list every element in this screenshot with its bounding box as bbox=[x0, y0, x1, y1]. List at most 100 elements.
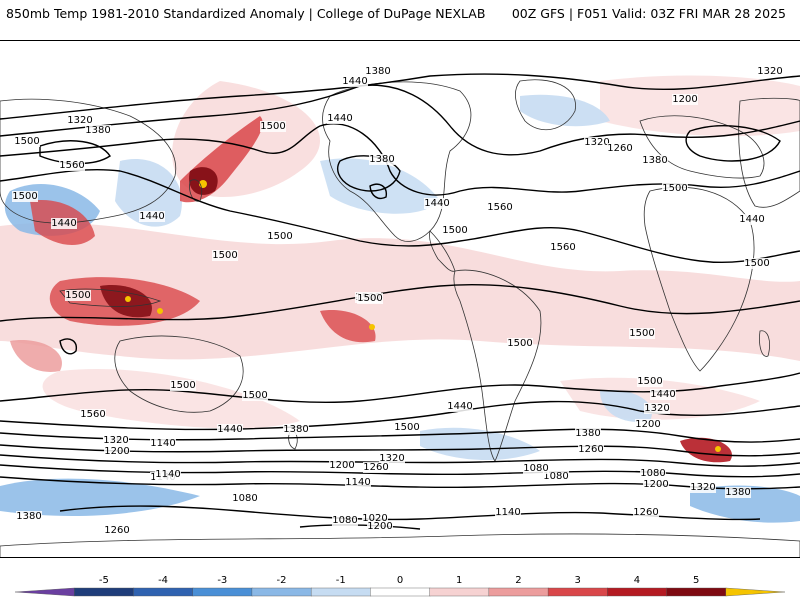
colorbar-tick-label: -4 bbox=[158, 575, 168, 586]
colorbar-segment bbox=[547, 587, 609, 597]
contour-label-bg bbox=[424, 198, 450, 209]
anomaly-area-tropics bbox=[0, 222, 800, 361]
contour-label: 1260 bbox=[578, 444, 603, 455]
contour-label: 1080 bbox=[543, 471, 568, 482]
cold-anomaly-south-africa bbox=[600, 390, 652, 422]
contour-label-bg bbox=[332, 515, 358, 526]
north-america-outline bbox=[322, 81, 472, 242]
contour-label-bg bbox=[644, 403, 670, 414]
contour-label-bg bbox=[744, 258, 770, 269]
cold-anomaly-west-atlantic bbox=[320, 158, 440, 214]
contour-1500-tropics bbox=[0, 284, 800, 322]
contour-label-bg bbox=[357, 293, 383, 304]
contour-label: 1440 bbox=[424, 198, 449, 209]
contour-label: 1260 bbox=[104, 525, 129, 536]
contour-label: 1500 bbox=[662, 183, 687, 194]
cold-anomaly-mediterranean bbox=[520, 94, 610, 127]
contour-label: 1320 bbox=[584, 137, 609, 148]
warm-anomaly-west-pacific bbox=[10, 340, 62, 372]
colorbar-tick-label: 3 bbox=[575, 575, 581, 586]
contour-label: 1500 bbox=[357, 293, 382, 304]
contour-label: 1500 bbox=[442, 225, 467, 236]
contour-label-bg bbox=[170, 380, 196, 391]
contour-label: 1500 bbox=[637, 376, 662, 387]
contour-label: 1200 bbox=[672, 94, 697, 105]
map-panel: 1380 1320 1440 1320 1380 1500 1440 1200 1500 1560… bbox=[0, 40, 800, 558]
contour-label-bg bbox=[150, 438, 176, 449]
colorbar-segment bbox=[666, 587, 727, 597]
contour-label-bg bbox=[640, 468, 666, 479]
contour-label: 1440 bbox=[139, 211, 164, 222]
colorbar-segment bbox=[192, 587, 253, 597]
colorbar-tick-label: -3 bbox=[217, 575, 227, 586]
contour-label-bg bbox=[212, 250, 238, 261]
contour-label-bg bbox=[139, 211, 165, 222]
colorbar-segment bbox=[74, 587, 135, 597]
contour-label: 1320 bbox=[690, 482, 715, 493]
contour-label: 1440 bbox=[447, 401, 472, 412]
anomaly-map: 1380 1320 1440 1320 1380 1500 1440 1200 1500 1560… bbox=[0, 66, 800, 557]
greenland-outline bbox=[515, 79, 576, 130]
colorbar-segment bbox=[133, 587, 194, 597]
contour-label-bg bbox=[155, 469, 181, 480]
cold-anomaly-north-pacific bbox=[115, 159, 182, 227]
contour-label-bg bbox=[329, 460, 355, 471]
extreme-anomaly-maritime-a bbox=[125, 296, 131, 302]
contour-label-bg bbox=[283, 424, 309, 435]
contour-label-bg bbox=[369, 154, 395, 165]
contour-label-bg bbox=[629, 328, 655, 339]
contour-label-bg bbox=[550, 242, 576, 253]
contour-label-bg bbox=[523, 463, 549, 474]
contour-label: 1500 bbox=[12, 191, 37, 202]
contour-label-bg bbox=[367, 521, 393, 532]
contour-label: 1500 bbox=[242, 390, 267, 401]
contour-label: 1260 bbox=[363, 462, 388, 473]
colorbar-tick-label: 1 bbox=[456, 575, 462, 586]
australia-outline bbox=[114, 335, 244, 413]
contour-label-bg bbox=[637, 376, 663, 387]
colorbar-tick-label: 4 bbox=[634, 575, 640, 586]
contour-1320-siberia bbox=[39, 140, 111, 165]
contour-label: 1320 bbox=[757, 66, 782, 77]
contour-label: 1380 bbox=[642, 155, 667, 166]
contour-label: 1080 bbox=[640, 468, 665, 479]
contour-label-bg bbox=[365, 66, 391, 77]
contour-label-bg bbox=[575, 428, 601, 439]
contour-1560-north bbox=[0, 168, 800, 264]
colorbar-segment bbox=[310, 587, 372, 597]
contour-label: 1320 bbox=[103, 435, 128, 446]
contour-label-bg bbox=[447, 401, 473, 412]
contour-label: 1200 bbox=[329, 460, 354, 471]
contour-label-bg bbox=[232, 493, 258, 504]
contour-label-bg bbox=[16, 511, 42, 522]
contour-label: 1440 bbox=[327, 113, 352, 124]
contour-label-bg bbox=[725, 487, 751, 498]
contour-label-bg bbox=[379, 453, 405, 464]
contour-label: 1380 bbox=[85, 125, 110, 136]
contour-label-bg bbox=[103, 435, 129, 446]
contour-label: 1260 bbox=[633, 507, 658, 518]
contour-label-bg bbox=[643, 479, 669, 490]
contour-label-bg bbox=[345, 477, 371, 488]
contour-label: 1200 bbox=[643, 479, 668, 490]
contour-label-bg bbox=[80, 409, 106, 420]
contour-label: 1560 bbox=[550, 242, 575, 253]
contour-label: 1500 bbox=[507, 338, 532, 349]
contour-label: 1380 bbox=[369, 154, 394, 165]
contour-label: 1500 bbox=[394, 422, 419, 433]
colorbar-segment bbox=[251, 587, 312, 597]
contour-label: 1260 bbox=[607, 143, 632, 154]
colorbar-tick-label: 2 bbox=[515, 575, 521, 586]
colorbar-segment bbox=[429, 587, 490, 597]
contour-1500-south bbox=[0, 372, 800, 404]
colorbar-segment bbox=[14, 587, 75, 597]
contour-label: 1440 bbox=[342, 76, 367, 87]
contour-1260-europe bbox=[685, 125, 781, 162]
contour-label-bg bbox=[607, 143, 633, 154]
extreme-anomaly-south-america bbox=[369, 324, 375, 330]
contour-label-bg bbox=[104, 525, 130, 536]
contour-label: 1380 bbox=[16, 511, 41, 522]
map-title: 850mb Temp 1981-2010 Standardized Anomal… bbox=[6, 6, 486, 21]
contour-label-bg bbox=[633, 507, 659, 518]
contour-label-bg bbox=[260, 121, 286, 132]
